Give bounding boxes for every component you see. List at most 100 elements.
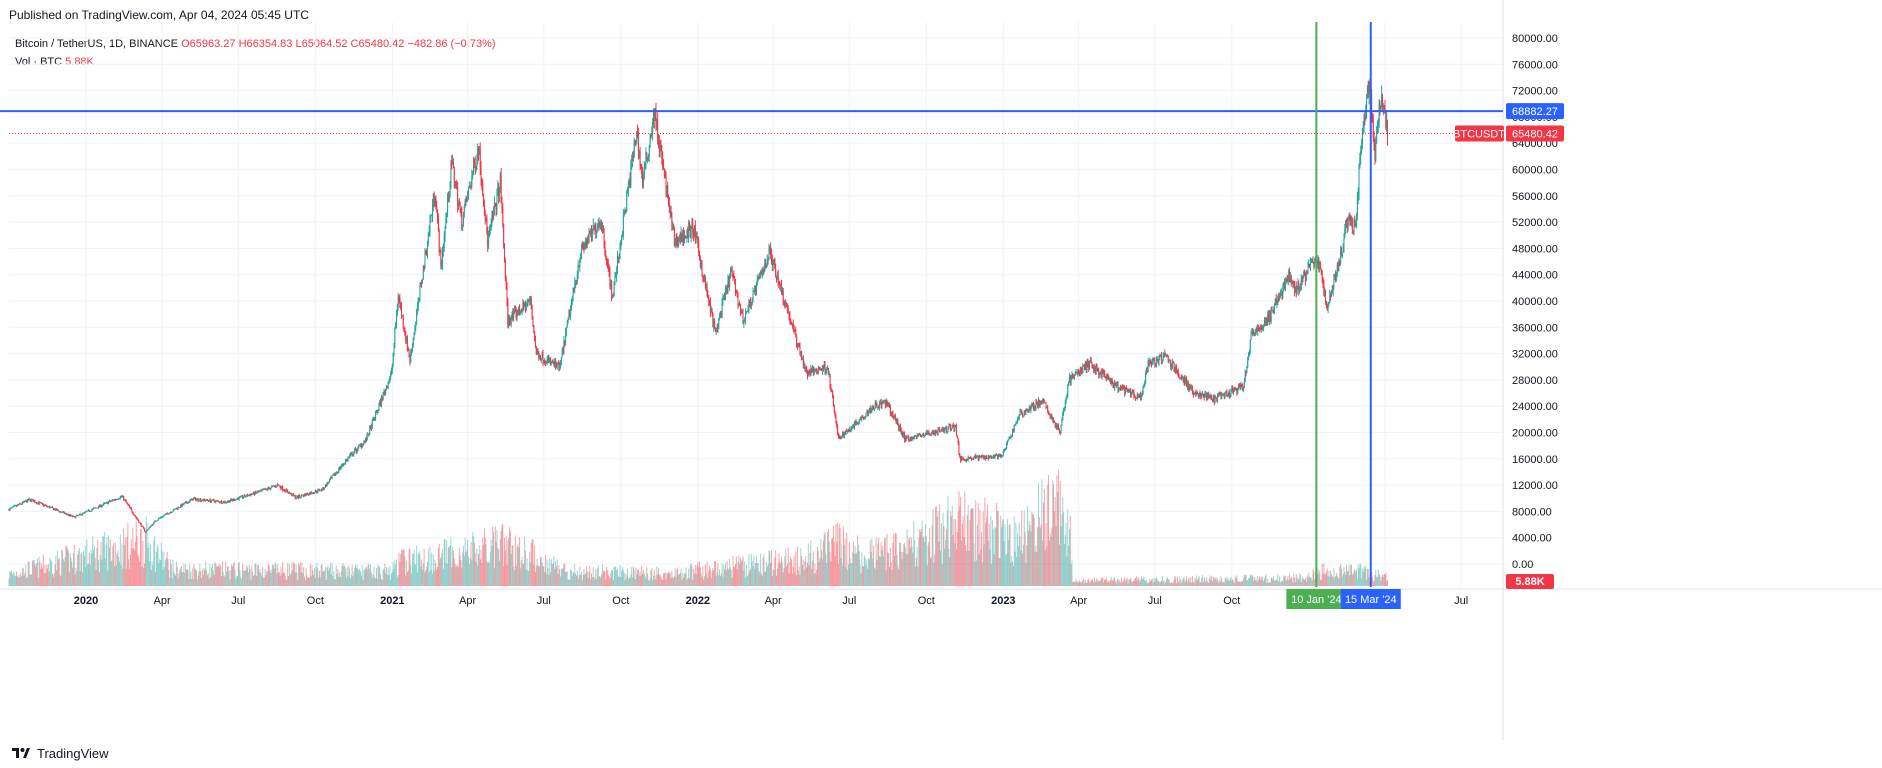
candle-body	[972, 458, 974, 460]
candle-body	[331, 475, 333, 478]
candle-body	[1101, 370, 1103, 378]
candle-body	[402, 315, 404, 327]
candle-body	[731, 269, 733, 276]
candle-body	[1120, 387, 1122, 389]
volume-bar	[723, 565, 725, 586]
candle-body	[1184, 378, 1186, 384]
candle-body	[1073, 374, 1075, 378]
candle-body	[539, 356, 541, 360]
candle-body	[194, 497, 196, 499]
volume-bar	[779, 561, 781, 586]
candle-body	[619, 248, 621, 257]
candle-body	[106, 502, 108, 503]
volume-bar	[409, 548, 411, 586]
candle-body	[148, 528, 150, 530]
candle-body	[789, 315, 791, 322]
candle-body	[837, 433, 839, 437]
volume-bar	[1304, 579, 1306, 586]
candle-body	[90, 511, 92, 512]
candle-body	[1303, 271, 1305, 275]
candle-body	[370, 425, 372, 429]
volume-bar	[855, 553, 857, 586]
volume-bar	[184, 573, 186, 586]
candle-body	[313, 493, 315, 494]
volume-bar	[1151, 578, 1153, 586]
volume-bar	[226, 571, 228, 586]
candle-body	[1067, 385, 1069, 395]
volume-bar	[1340, 568, 1342, 586]
candle-body	[447, 196, 449, 202]
candle-body	[380, 397, 382, 405]
candle-body	[207, 500, 209, 502]
candle-body	[835, 416, 837, 423]
volume-bar	[437, 547, 439, 586]
volume-bar	[433, 571, 435, 586]
candle-body	[991, 455, 993, 458]
volume-bar	[29, 574, 31, 586]
volume-bar	[704, 564, 706, 586]
volume-bar	[945, 529, 947, 586]
candle-body	[139, 522, 141, 524]
candle-body	[307, 493, 309, 495]
candle-body	[376, 411, 378, 413]
candle-body	[977, 455, 979, 460]
candle-body	[750, 302, 752, 306]
volume-bar	[1226, 580, 1228, 586]
legend-volume-label[interactable]: Vol · BTC	[15, 56, 63, 68]
volume-bar	[936, 516, 938, 586]
candle-body	[119, 496, 121, 499]
price-chart[interactable]: 0.004000.008000.0012000.0016000.0020000.…	[0, 0, 1882, 740]
volume-bar	[202, 575, 204, 586]
volume-bar	[175, 561, 177, 586]
volume-bar	[1066, 556, 1068, 586]
volume-bar	[498, 549, 500, 586]
candle-body	[1230, 389, 1232, 395]
candle-body	[1189, 385, 1191, 388]
legend-symbol[interactable]: Bitcoin / TetherUS, 1D, BINANCE	[15, 38, 179, 50]
candle-body	[747, 309, 749, 312]
volume-bar	[921, 520, 923, 586]
volume-bar	[1021, 510, 1023, 586]
candle-body	[308, 492, 310, 496]
volume-bar	[922, 538, 924, 586]
volume-bar	[679, 573, 681, 586]
candle-body	[535, 346, 537, 355]
candle-body	[690, 227, 692, 238]
candle-body	[52, 508, 54, 510]
candle-body	[300, 495, 302, 498]
candle-body	[1136, 394, 1138, 399]
volume-bar	[1147, 583, 1149, 586]
candle-body	[462, 224, 464, 230]
candle-body	[490, 223, 492, 226]
candle-body	[1027, 410, 1029, 411]
candle-body	[765, 263, 767, 268]
candle-body	[357, 446, 359, 451]
volume-bar	[958, 491, 960, 586]
volume-bar	[83, 556, 85, 586]
candle-body	[252, 492, 254, 494]
candle-body	[661, 151, 663, 159]
volume-bar	[381, 580, 383, 586]
candle-body	[540, 358, 542, 361]
volume-bar	[539, 566, 541, 586]
volume-bar	[1273, 576, 1275, 586]
candle-body	[1174, 368, 1176, 372]
candle-body	[1338, 262, 1340, 268]
candle-body	[390, 370, 392, 374]
volume-bar	[189, 563, 191, 586]
candle-body	[183, 503, 185, 505]
volume-bar	[432, 573, 434, 586]
candle-body	[507, 301, 509, 325]
volume-bar	[536, 558, 538, 586]
candle-body	[732, 275, 734, 277]
volume-bar	[951, 505, 953, 586]
candle-body	[597, 224, 599, 230]
volume-bar	[503, 537, 505, 586]
candle-body	[306, 493, 308, 496]
candle-body	[303, 494, 305, 497]
candle-body	[1033, 405, 1035, 409]
volume-bar	[799, 574, 801, 586]
volume-bar	[1279, 582, 1281, 586]
volume-bar	[1160, 581, 1162, 586]
candle-body	[939, 429, 941, 433]
